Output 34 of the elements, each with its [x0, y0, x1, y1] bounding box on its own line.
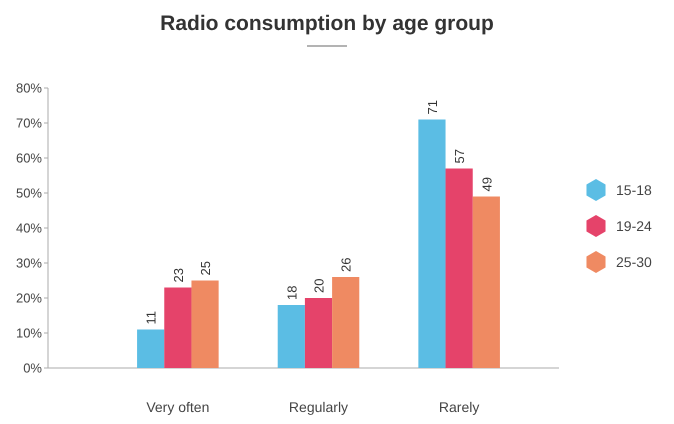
data-label: 26 [338, 258, 354, 272]
bar [164, 288, 192, 368]
bar [137, 330, 164, 368]
y-tick-label: 70% [16, 116, 42, 131]
y-tick-label: 20% [16, 290, 42, 306]
data-label: 23 [170, 268, 186, 282]
chart-title: Radio consumption by age group [160, 12, 494, 35]
data-label: 18 [284, 286, 300, 300]
data-label: 71 [424, 100, 440, 114]
y-tick-label: 50% [16, 186, 42, 201]
bar [418, 120, 446, 368]
bar [304, 298, 332, 368]
x-tick-label: Regularly [288, 399, 348, 415]
data-label: 25 [198, 261, 214, 276]
data-label: 20 [312, 278, 326, 293]
legend-label: 25-30 [616, 254, 652, 270]
legend-label: 19-24 [616, 218, 652, 234]
y-tick-label: 60% [16, 150, 42, 166]
y-tick-label: 80% [16, 80, 42, 96]
y-tick-label: 40% [16, 220, 42, 236]
x-tick-label: Rarely [438, 399, 480, 415]
bar [472, 196, 500, 368]
y-tick-label: 30% [16, 256, 42, 271]
y-tick-label: 0% [23, 360, 42, 376]
y-tick-label: 10% [16, 326, 42, 341]
data-label: 49 [479, 177, 494, 192]
data-label: 57 [452, 149, 468, 164]
bar [278, 305, 305, 368]
bar [446, 168, 473, 368]
legend-label: 15-18 [616, 182, 652, 198]
x-tick-label: Very often [146, 399, 210, 415]
bar [191, 280, 219, 368]
data-label: 11 [144, 311, 159, 324]
bar [332, 277, 360, 368]
